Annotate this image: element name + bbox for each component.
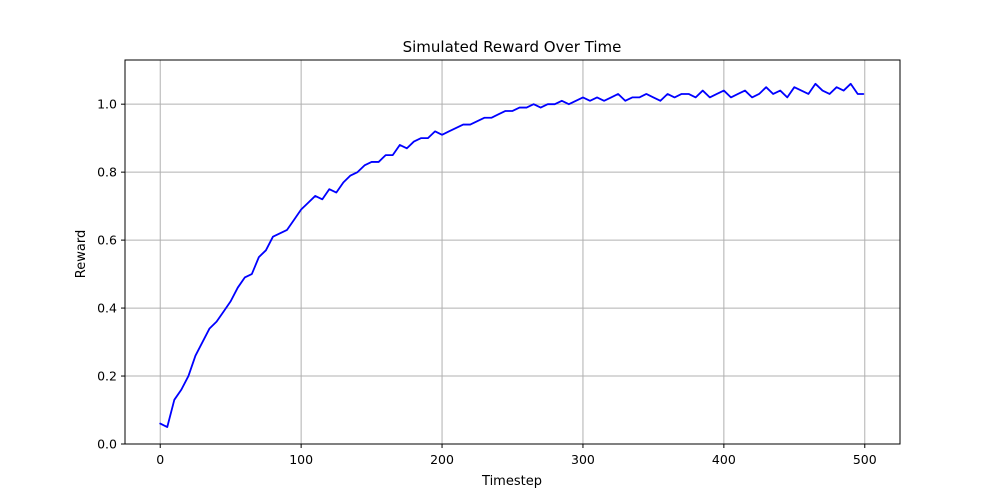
x-axis-label: Timestep [481,474,542,489]
y-tick-label: 0.4 [97,301,117,316]
x-tick-label: 300 [571,452,595,467]
reward-series-line [159,82,865,428]
x-tick-label: 0 [156,452,164,467]
y-tick-label: 0.0 [97,437,117,452]
plot-frame [124,59,901,445]
y-tick-label: 0.2 [97,369,117,384]
x-tick-label: 500 [853,452,877,467]
x-tick-label: 400 [712,452,736,467]
y-tick-label: 1.0 [97,97,117,112]
x-tick-label: 100 [289,452,313,467]
chart-title: Simulated Reward Over Time [403,38,622,56]
grid-lines [125,60,900,445]
x-tick-label: 200 [430,452,454,467]
y-tick-label: 0.6 [97,233,117,248]
y-tick-label: 0.8 [97,165,117,180]
y-axis-label: Reward [74,230,89,278]
axis-ticks: 0 100 200 300 400 500 0.0 0.2 0.4 0.6 0.8 1.0 [97,97,877,467]
series-layer [159,82,865,428]
